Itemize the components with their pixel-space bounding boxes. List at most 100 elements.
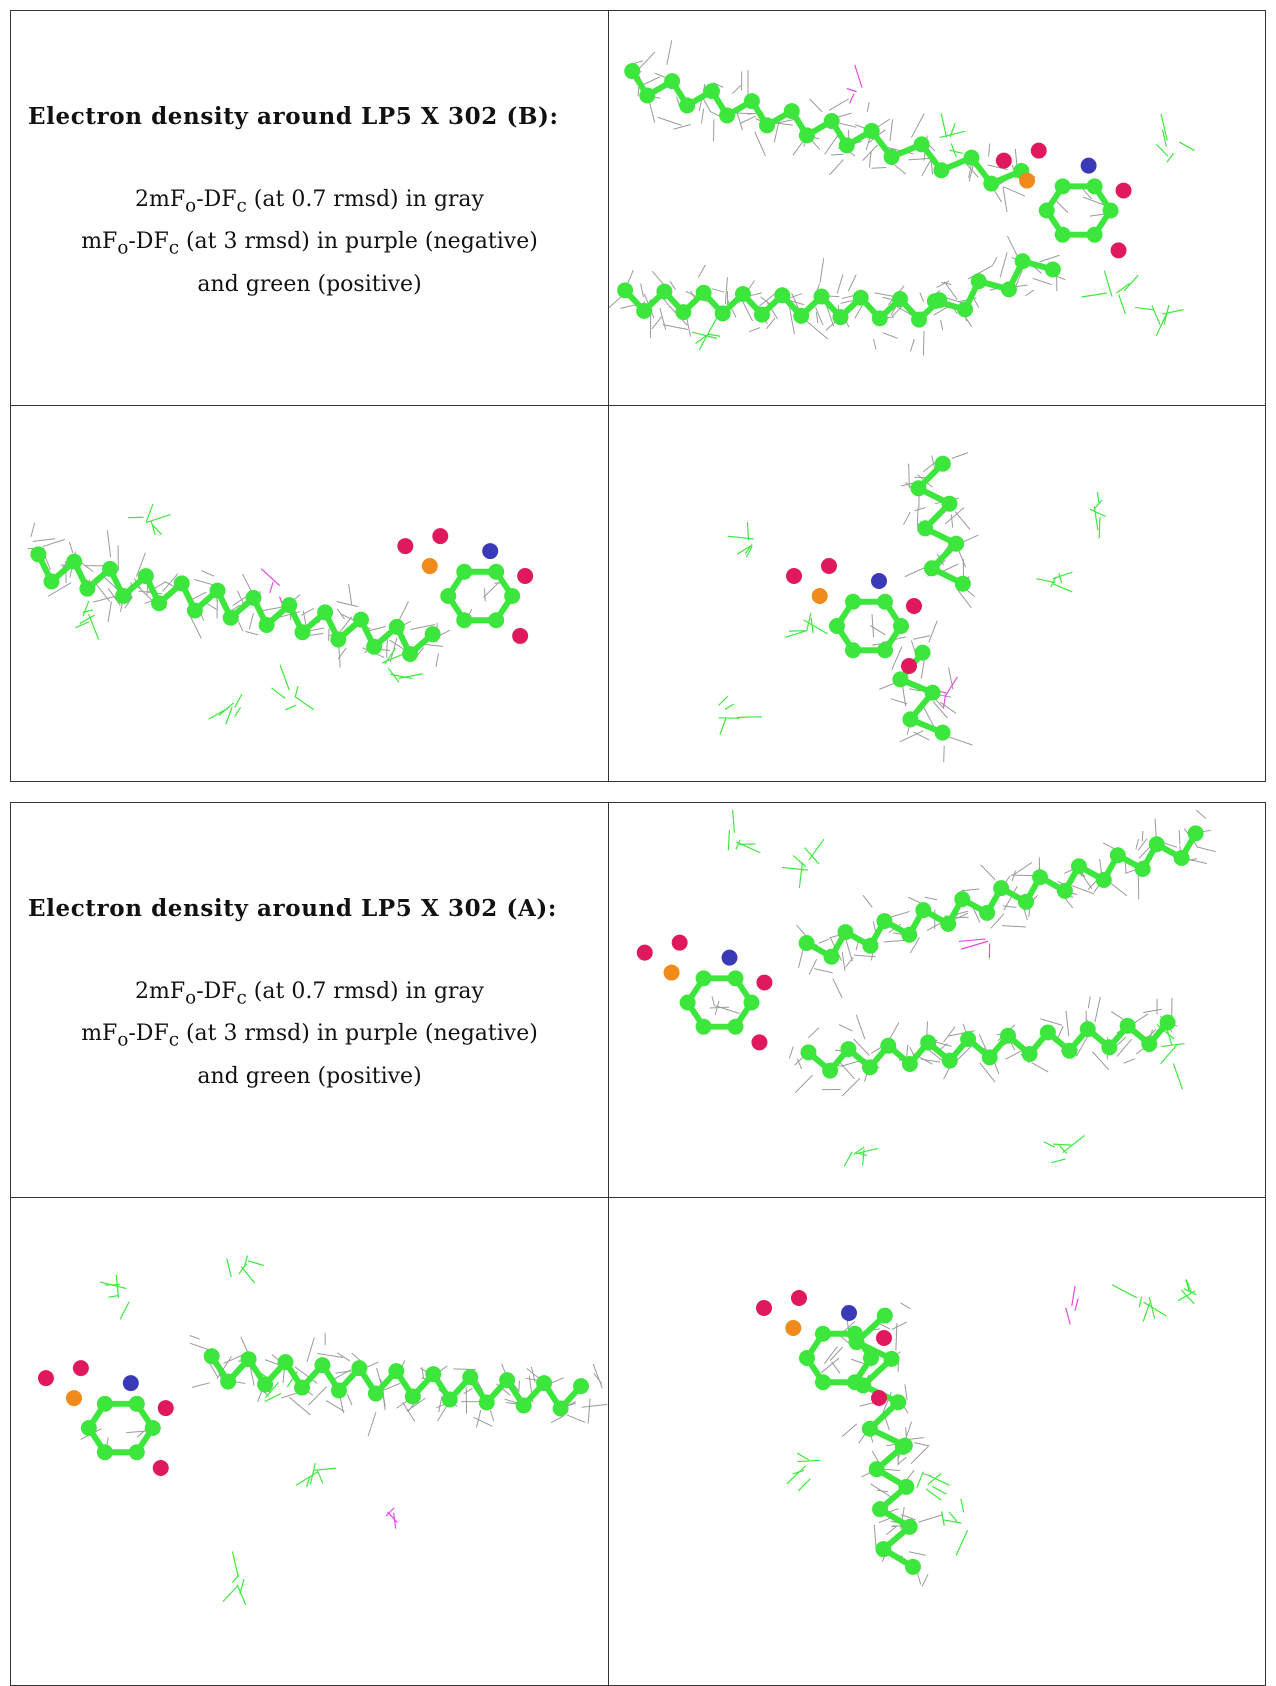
legend-line-fofc: mFo-DFc (at 3 rmsd) in purple (negative) (81, 1021, 538, 1051)
carbon-atom (488, 612, 505, 629)
carbon-atom (536, 1375, 553, 1392)
carbon-atom (823, 113, 840, 129)
carbon-atom (852, 289, 869, 306)
carbon-atom (352, 611, 369, 628)
oxygen-atom (791, 1290, 807, 1306)
carbon-atom (96, 1444, 113, 1461)
carbon-atom (314, 1357, 331, 1374)
carbon-atom (901, 1518, 918, 1535)
carbon-atom (636, 302, 653, 319)
carbon-atom (1018, 893, 1034, 910)
carbon-atom (258, 616, 275, 633)
oxygen-atom (871, 1390, 887, 1406)
carbon-atom (96, 1395, 113, 1412)
oxygen-atom (152, 1459, 169, 1476)
density-mesh (718, 491, 1106, 736)
carbon-atom (837, 924, 854, 941)
carbon-atom (128, 1395, 145, 1412)
carbon-atom (173, 575, 190, 592)
carbon-atom (924, 684, 941, 701)
carbon-atom (367, 1385, 384, 1402)
carbon-atom (1095, 871, 1112, 888)
legend-line-2fofc: 2mFo-DFc (at 0.7 rmsd) in gray (135, 979, 484, 1009)
carbon-atom (1109, 847, 1126, 864)
carbon-atom (30, 546, 47, 563)
carbon-atom (815, 1325, 831, 1342)
carbon-atom (1021, 1046, 1038, 1062)
carbon-atom (220, 1373, 237, 1390)
sugar-ring (833, 598, 904, 654)
legend-description: 2mFo-DFc (at 0.7 rmsd) in gray mFo-DFc (… (81, 182, 538, 303)
carbon-atom (743, 994, 760, 1011)
carbon-atom (257, 1376, 274, 1393)
carbon-atom (80, 1420, 97, 1437)
molecule-image (37, 1255, 608, 1606)
carbon-atom (695, 970, 712, 987)
carbon-atom (894, 1438, 911, 1455)
carbon-atom (838, 137, 855, 154)
carbon-atom (904, 1558, 921, 1575)
carbon-atom (793, 307, 810, 324)
oxygen-atom (756, 974, 773, 991)
carbon-atom (1079, 1021, 1096, 1038)
carbon-atom (624, 63, 641, 80)
carbon-atom (914, 644, 931, 661)
carbon-atom (488, 563, 505, 580)
carbon-atom (933, 162, 950, 179)
carbon-atom (639, 87, 656, 104)
oxygen-atom (397, 538, 414, 555)
molecule-image (27, 503, 534, 725)
carbon-atom (203, 1348, 220, 1365)
sugar-ring (803, 1330, 874, 1386)
carbon-atom (440, 588, 457, 604)
phosphorus-atom (421, 558, 438, 575)
carbon-atom (351, 1360, 368, 1377)
carbon-atom (813, 288, 830, 305)
nitrogen-atom (721, 949, 738, 966)
nitrogen-atom (1080, 157, 1097, 174)
carbon-atom (1054, 178, 1071, 195)
carbon-atom (388, 618, 405, 635)
carbon-atom (209, 582, 226, 599)
molecule-image (636, 809, 1216, 1167)
oxygen-atom (157, 1400, 174, 1417)
phosphorus-atom (1019, 172, 1036, 189)
carbon-atom (144, 1420, 161, 1437)
carbon-atom (617, 282, 634, 299)
carbon-atom (963, 149, 980, 166)
oxygen-atom (517, 568, 534, 585)
carbon-atom (863, 1350, 879, 1366)
carbon-atom (941, 495, 958, 512)
carbon-atom (883, 1350, 900, 1367)
carbon-atom (425, 1366, 442, 1383)
carbon-atom (902, 711, 919, 728)
oxygen-atom (821, 558, 837, 574)
carbon-atom (910, 480, 927, 497)
caption-cell-a: Electron density around LP5 X 302 (A): 2… (11, 803, 609, 1198)
oxygen-atom (906, 598, 922, 614)
sugar-ring (444, 568, 516, 624)
carbon-atom (1044, 261, 1061, 278)
phosphorus-atom (785, 1320, 802, 1336)
carbon-atom (893, 618, 909, 634)
carbon-atom (861, 1420, 878, 1437)
carbon-atom (1102, 202, 1119, 219)
carbon-atom (800, 1044, 817, 1061)
carbon-atom (892, 291, 909, 308)
carbon-atom (1000, 1027, 1016, 1044)
carbon-atom (1141, 1036, 1158, 1053)
sugar-ring (1043, 183, 1114, 238)
phosphorus-atom (663, 964, 680, 981)
legend-description: 2mFo-DFc (at 0.7 rmsd) in gray mFo-DFc (… (81, 974, 538, 1095)
carbon-atom (847, 1374, 863, 1391)
carbon-atom (656, 283, 673, 300)
carbon-atom (1056, 882, 1073, 899)
carbon-atom (979, 904, 996, 921)
oxygen-atom (901, 658, 917, 674)
carbon-atom (1134, 860, 1151, 877)
carbon-atom (880, 1037, 897, 1054)
carbon-atom (934, 455, 951, 472)
carbon-atom (1038, 202, 1055, 219)
oxygen-atom (636, 944, 653, 961)
carbon-atom (832, 309, 849, 326)
